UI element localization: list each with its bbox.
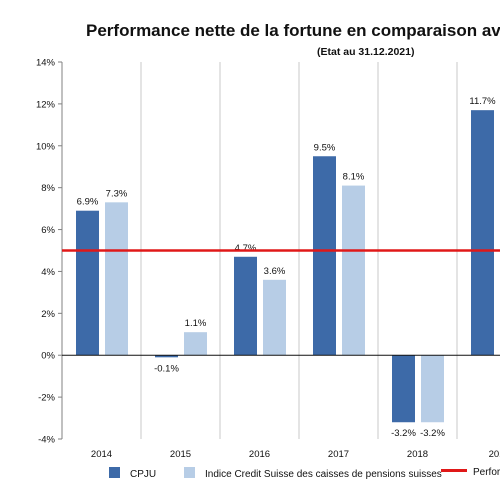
data-label: -0.1% [154,363,179,374]
bar-cpju [313,156,336,356]
data-label: 3.6% [264,266,286,277]
bar-cpju [76,210,99,356]
y-tick-label: 4% [41,267,55,278]
bar-cpju [155,355,178,358]
x-tick-label: 2014 [91,449,112,460]
y-tick-label: 2% [41,309,55,320]
x-tick-label: 2017 [328,449,349,460]
bar-cpju [234,256,257,356]
legend-swatch-indice [184,467,195,478]
bar-cpju [471,110,494,356]
legend-item-reference: Perfor [441,467,500,481]
bar-indice [263,279,286,356]
y-tick-label: 8% [41,183,55,194]
y-tick-label: -4% [38,435,55,446]
legend-label-cpju: CPJU [130,469,157,480]
data-label: 9.5% [314,142,336,153]
data-label: -3.2% [420,428,445,439]
y-tick-label: -2% [38,393,55,404]
bar-indice [342,185,365,356]
x-tick-label: 2016 [249,449,270,460]
legend-swatch-reference [441,469,467,472]
bar-indice [184,332,207,356]
bar-indice [421,355,444,423]
bar-indice [105,202,128,356]
legend-item-cpju: CPJU [109,467,156,481]
y-tick-label: 12% [36,99,56,110]
bar-cpju [392,355,415,423]
x-tick-label: 201 [489,449,500,460]
legend-swatch-cpju [109,467,120,478]
y-tick-label: 14% [36,58,56,69]
legend-label-reference: Perfor [473,467,500,478]
chart-title: Performance nette de la fortune en compa… [86,21,500,40]
data-label: 1.1% [185,318,207,329]
data-label: 7.3% [106,188,128,199]
data-label: 8.1% [343,172,365,183]
x-tick-label: 2018 [407,449,428,460]
chart-subtitle: (Etat au 31.12.2021) [317,46,415,58]
y-tick-label: 6% [41,225,55,236]
data-label: 4.7% [235,243,257,254]
y-tick-label: 10% [36,141,56,152]
legend-label-indice: Indice Credit Suisse des caisses de pens… [205,469,442,480]
data-label: 6.9% [77,197,99,208]
y-tick-label: 0% [41,351,55,362]
x-tick-label: 2015 [170,449,191,460]
data-label: 11.7% [469,96,496,107]
data-label: -3.2% [391,428,416,439]
legend-item-indice: Indice Credit Suisse des caisses de pens… [184,467,442,481]
